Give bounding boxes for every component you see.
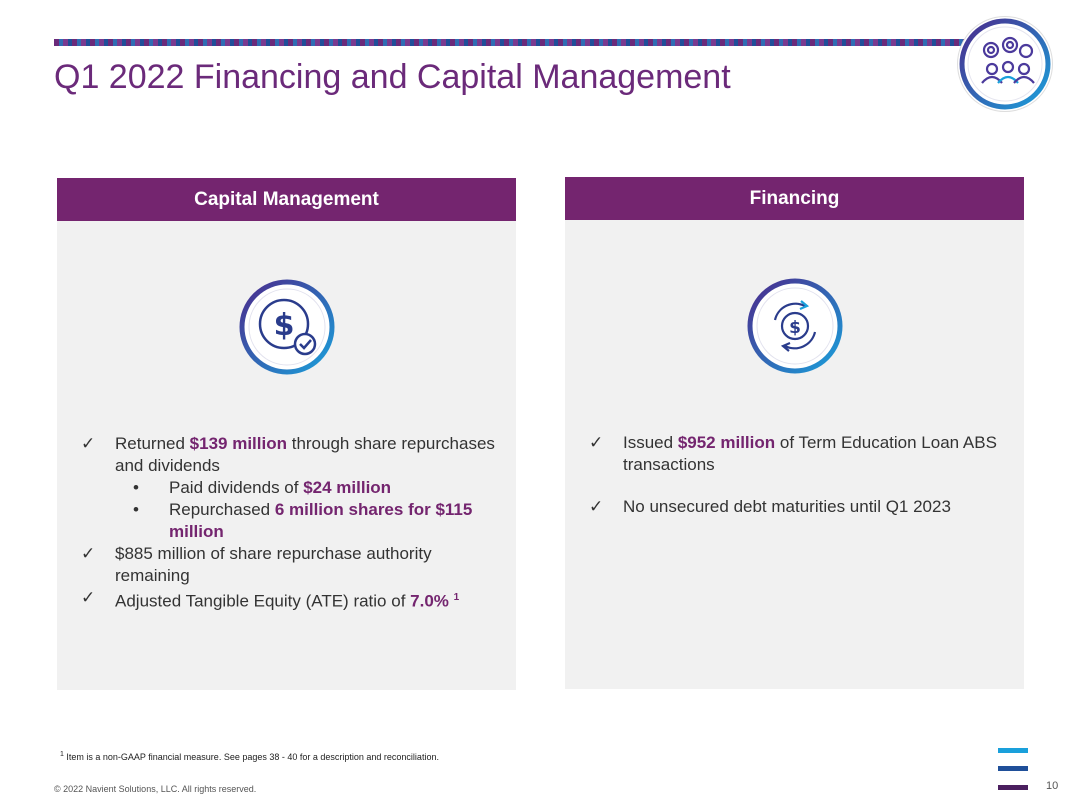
footnote-marker: 1 [453, 592, 460, 603]
dollar-cycle-icon: $ [745, 276, 845, 376]
copyright: © 2022 Navient Solutions, LLC. All right… [54, 784, 257, 794]
page-title: Q1 2022 Financing and Capital Management [54, 58, 731, 96]
bullet-icon: • [133, 500, 139, 519]
list-item: ✓ $885 million of share repurchase autho… [81, 544, 432, 585]
checkmark-icon: ✓ [81, 544, 96, 563]
bullet-icon: • [133, 478, 139, 497]
footnote: 1 Item is a non-GAAP financial measure. … [60, 751, 439, 762]
checkmark-icon: ✓ [81, 434, 96, 453]
panel-heading: Capital Management [57, 178, 516, 221]
header-stripe [54, 39, 974, 46]
sub-list-item: • Paid dividends of $24 million [133, 478, 392, 497]
list-item: ✓ Returned $139 million through share re… [81, 434, 495, 475]
capital-management-panel: Capital Management $ ✓ Returned $139 mil… [57, 178, 516, 690]
financing-list: ✓ Issued $952 million of Term Education … [589, 432, 1006, 518]
sub-list-item: • Repurchased 6 million shares for $115 … [133, 500, 473, 541]
svg-text:$: $ [789, 318, 801, 338]
checkmark-icon: ✓ [81, 588, 96, 607]
list-item: ✓ Adjusted Tangible Equity (ATE) ratio o… [81, 588, 460, 611]
logo-stripe [998, 766, 1028, 771]
panel-heading: Financing [565, 177, 1024, 220]
logo-stripe [998, 785, 1028, 790]
team-gears-icon [958, 17, 1052, 111]
list-item: ✓ No unsecured debt maturities until Q1 … [589, 497, 951, 516]
checkmark-icon: ✓ [589, 433, 604, 452]
page-number: 10 [1046, 780, 1059, 792]
list-item: ✓ Issued $952 million of Term Education … [589, 433, 997, 474]
checkmark-icon: ✓ [589, 497, 604, 516]
dollar-check-icon: $ [237, 277, 337, 377]
capital-management-list: ✓ Returned $139 million through share re… [81, 433, 498, 613]
financing-panel: Financing $ ✓ Issued $952 million of Ter… [565, 177, 1024, 689]
logo-stripe [998, 748, 1028, 753]
svg-text:$: $ [273, 308, 294, 343]
